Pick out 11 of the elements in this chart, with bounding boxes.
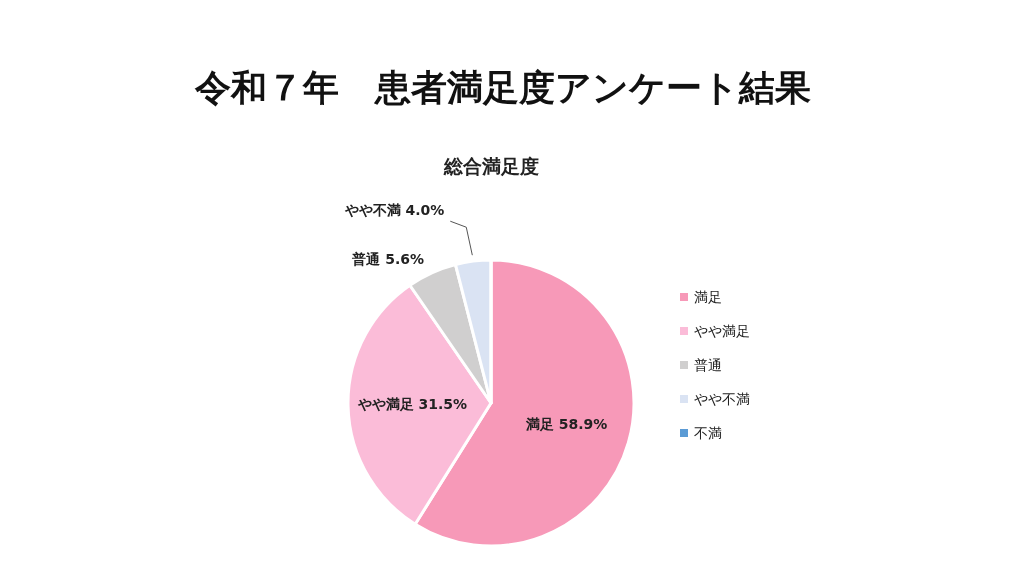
category-label: やや満足 31.5% [357,395,468,412]
chart-subtitle: 総合満足度 [442,155,539,177]
category-label: 満足 58.9% [525,415,608,432]
category-label: 普通 5.6% [352,250,425,267]
chart-title: 令和７年 患者満足度アンケート結果 [194,67,811,108]
legend-label: やや満足 [694,323,750,339]
legend-label: やや不満 [694,391,750,407]
legend-label: 不満 [694,425,722,441]
legend-label: 普通 [694,357,722,373]
category-label: やや不満 4.0% [344,202,445,219]
legend-label: 満足 [694,289,722,305]
